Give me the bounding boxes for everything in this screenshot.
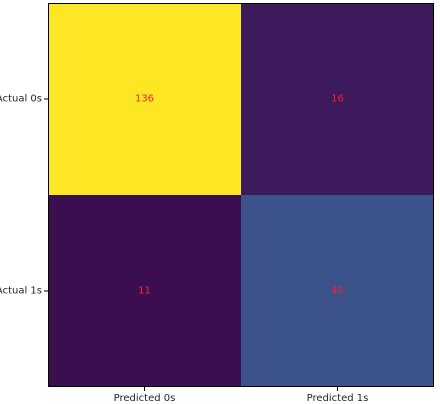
heatmap-cell-r0-c0 — [48, 3, 241, 195]
cell-value-r0-c0: 136 — [135, 94, 154, 105]
cell-value-r0-c1: 16 — [331, 94, 344, 105]
plot-frame — [48, 3, 434, 387]
cell-value-r1-c1: 40 — [331, 286, 344, 297]
heatmap-cell-r1-c0 — [48, 195, 241, 387]
y-tick-label: Actual 0s — [0, 94, 42, 105]
heatmap-cell-r0-c1 — [241, 3, 434, 195]
x-tick-label: Predicted 1s — [307, 393, 369, 404]
y-tick-label: Actual 1s — [0, 286, 42, 297]
cell-annotations: 136 16 11 40 — [135, 94, 344, 297]
cell-value-r1-c0: 11 — [138, 286, 151, 297]
heatmap-cells — [48, 3, 434, 387]
heatmap-cell-r1-c1 — [241, 195, 434, 387]
x-tick-label: Predicted 0s — [114, 393, 176, 404]
axis-ticks: Actual 0s Actual 1s Predicted 0s Predicted … — [0, 94, 368, 404]
